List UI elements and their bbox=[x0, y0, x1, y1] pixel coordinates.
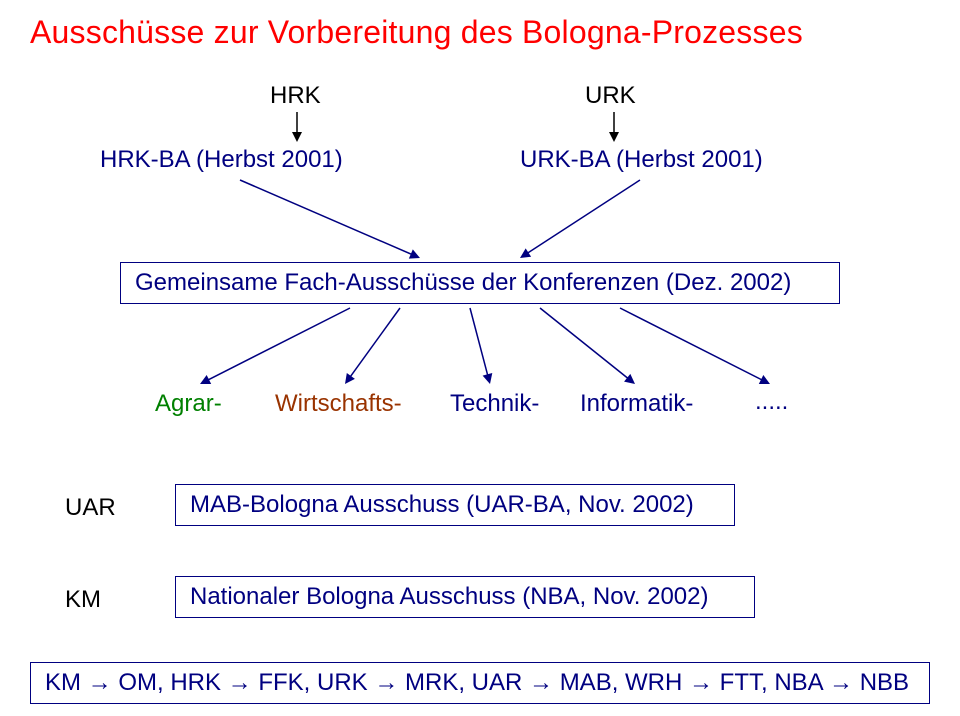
node-km: KM bbox=[65, 586, 101, 614]
node-technik: Technik- bbox=[450, 390, 539, 418]
box-nba-label: Nationaler Bologna Ausschuss (NBA, Nov. … bbox=[190, 583, 709, 611]
page-title: Ausschüsse zur Vorbereitung des Bologna-… bbox=[30, 14, 803, 51]
box-gemeinsame: Gemeinsame Fach-Ausschüsse der Konferenz… bbox=[120, 262, 840, 304]
box-mab-label: MAB-Bologna Ausschuss (UAR-BA, Nov. 2002… bbox=[190, 491, 694, 519]
node-wirtschaft: Wirtschafts- bbox=[275, 390, 402, 418]
box-nba: Nationaler Bologna Ausschuss (NBA, Nov. … bbox=[175, 576, 755, 618]
box-footer-label: KM → OM, HRK → FFK, URK → MRK, UAR → MAB… bbox=[45, 669, 909, 697]
node-urk-ba: URK-BA (Herbst 2001) bbox=[520, 146, 763, 174]
node-agrar: Agrar- bbox=[155, 390, 222, 418]
node-dots: ..... bbox=[755, 388, 788, 416]
box-footer: KM → OM, HRK → FFK, URK → MRK, UAR → MAB… bbox=[30, 662, 930, 704]
node-hrk: HRK bbox=[270, 82, 321, 110]
node-urk: URK bbox=[585, 82, 636, 110]
box-mab: MAB-Bologna Ausschuss (UAR-BA, Nov. 2002… bbox=[175, 484, 735, 526]
node-informatik: Informatik- bbox=[580, 390, 693, 418]
node-uar: UAR bbox=[65, 494, 116, 522]
box-gemeinsame-label: Gemeinsame Fach-Ausschüsse der Konferenz… bbox=[135, 269, 791, 297]
node-hrk-ba: HRK-BA (Herbst 2001) bbox=[100, 146, 343, 174]
